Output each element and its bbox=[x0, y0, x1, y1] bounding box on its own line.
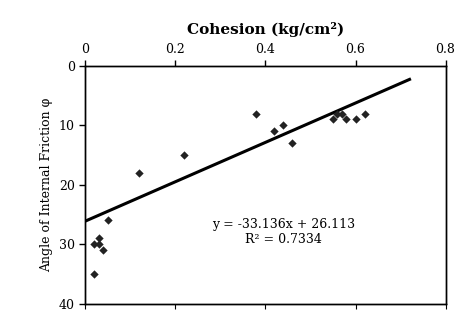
Y-axis label: Angle of Internal Friction φ: Angle of Internal Friction φ bbox=[40, 98, 54, 272]
Point bbox=[91, 271, 98, 277]
Point bbox=[343, 117, 350, 122]
Point bbox=[95, 242, 102, 247]
Point bbox=[289, 141, 296, 146]
X-axis label: Cohesion (kg/cm²): Cohesion (kg/cm²) bbox=[187, 22, 344, 37]
Point bbox=[334, 111, 341, 116]
Point bbox=[104, 218, 111, 223]
Point bbox=[181, 152, 188, 158]
Point bbox=[338, 111, 346, 116]
Point bbox=[361, 111, 368, 116]
Point bbox=[280, 123, 287, 128]
Point bbox=[91, 242, 98, 247]
Text: y = -33.136x + 26.113
R² = 0.7334: y = -33.136x + 26.113 R² = 0.7334 bbox=[212, 218, 355, 246]
Point bbox=[329, 117, 337, 122]
Point bbox=[100, 248, 107, 253]
Point bbox=[136, 170, 143, 176]
Point bbox=[271, 129, 278, 134]
Point bbox=[352, 117, 359, 122]
Point bbox=[253, 111, 260, 116]
Point bbox=[95, 236, 102, 241]
